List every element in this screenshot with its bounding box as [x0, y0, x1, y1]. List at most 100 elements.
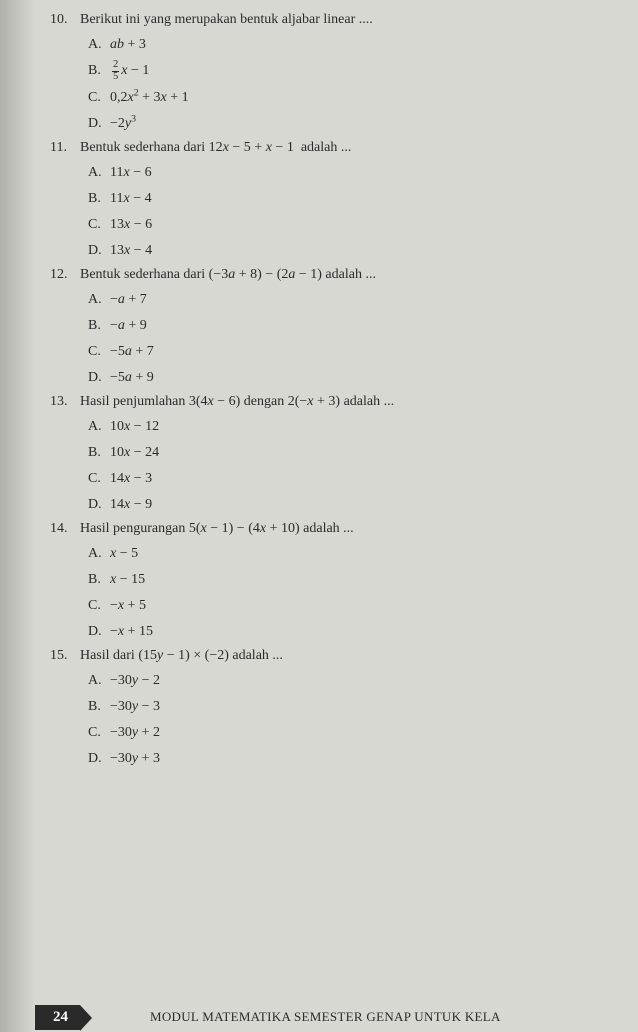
option-text: −a + 7: [110, 289, 147, 310]
question-text: Berikut ini yang merupakan bentuk aljaba…: [80, 12, 618, 28]
option-b: B.−30y − 3: [88, 696, 618, 717]
option-text: 13x − 6: [110, 214, 152, 235]
option-c: C.14x − 3: [88, 468, 618, 489]
option-c: C.−x + 5: [88, 595, 618, 616]
option-letter: B.: [88, 569, 110, 590]
options: A.ab + 3 B.25x − 1 C.0,2x2 + 3x + 1 D.−2…: [50, 34, 618, 134]
option-a: A.x − 5: [88, 543, 618, 564]
option-letter: A.: [88, 416, 110, 437]
options: A.11x − 6 B.11x − 4 C.13x − 6 D.13x − 4: [50, 162, 618, 261]
option-d: D.−2y3: [88, 113, 618, 134]
option-c: C.0,2x2 + 3x + 1: [88, 87, 618, 108]
option-text: −5a + 9: [110, 367, 154, 388]
option-text: 10x − 12: [110, 416, 159, 437]
option-letter: D.: [88, 367, 110, 388]
option-text: 10x − 24: [110, 442, 159, 463]
option-text: 11x − 6: [110, 162, 152, 183]
option-d: D.−30y + 3: [88, 748, 618, 769]
option-letter: B.: [88, 188, 110, 209]
question-line: 11. Bentuk sederhana dari 12x − 5 + x − …: [50, 140, 618, 156]
option-a: A.−30y − 2: [88, 670, 618, 691]
option-letter: B.: [88, 315, 110, 336]
option-text: 0,2x2 + 3x + 1: [110, 87, 189, 108]
option-text: −x + 5: [110, 595, 146, 616]
options: A.−a + 7 B.−a + 9 C.−5a + 7 D.−5a + 9: [50, 289, 618, 388]
option-text: −x + 15: [110, 621, 153, 642]
option-text: 13x − 4: [110, 240, 152, 261]
option-d: D.−5a + 9: [88, 367, 618, 388]
question-number: 12.: [50, 267, 80, 283]
option-b: B.11x − 4: [88, 188, 618, 209]
option-text: 11x − 4: [110, 188, 152, 209]
option-text: 14x − 9: [110, 494, 152, 515]
option-b: B.10x − 24: [88, 442, 618, 463]
option-d: D.−x + 15: [88, 621, 618, 642]
option-letter: A.: [88, 289, 110, 310]
option-text: x − 5: [110, 543, 138, 564]
question-12: 12. Bentuk sederhana dari (−3a + 8) − (2…: [50, 267, 618, 388]
option-letter: D.: [88, 748, 110, 769]
option-letter: A.: [88, 670, 110, 691]
option-letter: C.: [88, 722, 110, 743]
question-15: 15. Hasil dari (15y − 1) × (−2) adalah .…: [50, 648, 618, 769]
option-letter: C.: [88, 468, 110, 489]
question-number: 10.: [50, 12, 80, 28]
page-shadow: [0, 0, 35, 1032]
option-d: D.14x − 9: [88, 494, 618, 515]
option-letter: A.: [88, 543, 110, 564]
page-number: 24: [35, 1005, 80, 1030]
option-letter: D.: [88, 240, 110, 261]
question-text: Hasil dari (15y − 1) × (−2) adalah ...: [80, 648, 618, 664]
option-letter: C.: [88, 595, 110, 616]
option-letter: B.: [88, 696, 110, 717]
question-text: Hasil penjumlahan 3(4x − 6) dengan 2(−x …: [80, 394, 618, 410]
question-line: 10. Berikut ini yang merupakan bentuk al…: [50, 12, 618, 28]
option-a: A.11x − 6: [88, 162, 618, 183]
option-letter: D.: [88, 494, 110, 515]
option-text: ab + 3: [110, 34, 146, 55]
option-b: B.x − 15: [88, 569, 618, 590]
option-letter: C.: [88, 214, 110, 235]
question-text: Hasil pengurangan 5(x − 1) − (4x + 10) a…: [80, 521, 618, 537]
option-d: D.13x − 4: [88, 240, 618, 261]
option-letter: B.: [88, 60, 110, 81]
option-text: x − 15: [110, 569, 145, 590]
question-text: Bentuk sederhana dari 12x − 5 + x − 1 ad…: [80, 140, 618, 156]
option-b: B.−a + 9: [88, 315, 618, 336]
options: A.x − 5 B.x − 15 C.−x + 5 D.−x + 15: [50, 543, 618, 642]
question-list: 10. Berikut ini yang merupakan bentuk al…: [50, 12, 618, 769]
question-number: 14.: [50, 521, 80, 537]
option-text: −30y + 3: [110, 748, 160, 769]
question-line: 15. Hasil dari (15y − 1) × (−2) adalah .…: [50, 648, 618, 664]
option-a: A.−a + 7: [88, 289, 618, 310]
option-c: C.−30y + 2: [88, 722, 618, 743]
option-letter: D.: [88, 621, 110, 642]
option-c: C.−5a + 7: [88, 341, 618, 362]
option-letter: A.: [88, 162, 110, 183]
option-text: −2y3: [110, 113, 136, 134]
option-text: 25x − 1: [110, 60, 149, 82]
option-c: C.13x − 6: [88, 214, 618, 235]
question-line: 13. Hasil penjumlahan 3(4x − 6) dengan 2…: [50, 394, 618, 410]
option-letter: A.: [88, 34, 110, 55]
option-a: A.ab + 3: [88, 34, 618, 55]
option-text: −a + 9: [110, 315, 147, 336]
question-number: 13.: [50, 394, 80, 410]
option-b: B.25x − 1: [88, 60, 618, 82]
option-text: −30y − 3: [110, 696, 160, 717]
options: A.−30y − 2 B.−30y − 3 C.−30y + 2 D.−30y …: [50, 670, 618, 769]
question-line: 14. Hasil pengurangan 5(x − 1) − (4x + 1…: [50, 521, 618, 537]
question-11: 11. Bentuk sederhana dari 12x − 5 + x − …: [50, 140, 618, 261]
footer-text: MODUL MATEMATIKA SEMESTER GENAP UNTUK KE…: [150, 1009, 501, 1025]
question-14: 14. Hasil pengurangan 5(x − 1) − (4x + 1…: [50, 521, 618, 642]
option-letter: B.: [88, 442, 110, 463]
option-letter: D.: [88, 113, 110, 134]
option-letter: C.: [88, 341, 110, 362]
option-text: −30y − 2: [110, 670, 160, 691]
options: A.10x − 12 B.10x − 24 C.14x − 3 D.14x − …: [50, 416, 618, 515]
option-text: −5a + 7: [110, 341, 154, 362]
question-13: 13. Hasil penjumlahan 3(4x − 6) dengan 2…: [50, 394, 618, 515]
option-text: −30y + 2: [110, 722, 160, 743]
question-10: 10. Berikut ini yang merupakan bentuk al…: [50, 12, 618, 134]
option-letter: C.: [88, 87, 110, 108]
